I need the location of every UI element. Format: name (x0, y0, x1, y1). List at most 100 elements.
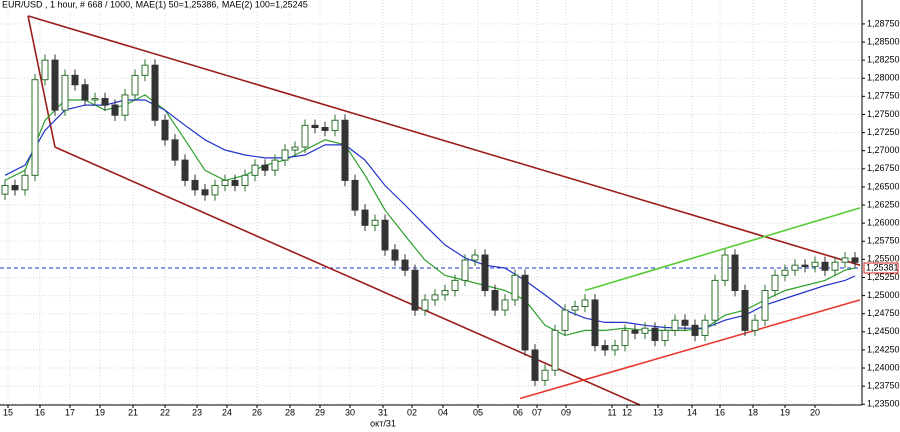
candle-body (161, 119, 169, 141)
candles (1, 54, 859, 387)
legend-entry: MAE(2) 100=1,25245 (222, 0, 308, 9)
candle-body (241, 174, 249, 186)
candle-body (271, 159, 279, 171)
candle-body (311, 124, 319, 129)
candle-body (201, 189, 209, 196)
candle-body (411, 269, 419, 311)
x-tick-label: 23 (192, 407, 202, 417)
candle-body (41, 59, 49, 81)
trendline (54, 146, 641, 406)
x-tick-label: 21 (128, 407, 138, 417)
grid (0, 0, 860, 405)
candle-body (711, 279, 719, 321)
x-tick-label: 12 (622, 407, 632, 417)
x-tick-label: 26 (252, 407, 262, 417)
candle-body (851, 257, 859, 263)
x-tick-label: 15 (3, 407, 13, 417)
candle-body (601, 345, 609, 351)
x-tick-label: 19 (780, 407, 790, 417)
candle-body (731, 254, 739, 292)
candle-body (101, 98, 109, 106)
y-tick-label: 1,28250 (867, 55, 900, 65)
candle-body (521, 274, 529, 351)
candle-body (741, 290, 749, 331)
candle-body (531, 349, 539, 381)
y-tick-label: 1,28000 (867, 73, 900, 83)
x-tick-label: 02 (407, 407, 417, 417)
candle-body (391, 249, 399, 261)
moving-average (4, 99, 856, 329)
candle-body (361, 209, 369, 226)
candle-body (491, 290, 499, 311)
candle-body (541, 369, 549, 381)
last-price-label: 1,25381 (866, 262, 899, 272)
candle-body (231, 179, 239, 186)
y-tick-label: 1,23750 (867, 381, 900, 391)
candle-body (31, 79, 39, 176)
candle-body (221, 179, 229, 186)
candle-body (671, 319, 679, 331)
x-tick-label: 17 (65, 407, 75, 417)
x-tick-label: 09 (561, 407, 571, 417)
y-tick-label: 1,25250 (867, 272, 900, 282)
y-tick-label: 1,27250 (867, 127, 900, 137)
x-tick-label: 07 (532, 407, 542, 417)
y-tick-label: 1,24750 (867, 308, 900, 318)
candle-body (621, 329, 629, 347)
indicator-lines (0, 15, 861, 406)
x-tick-label: 16 (715, 407, 725, 417)
x-tick-label: 29 (315, 407, 325, 417)
y-tick-label: 1,25750 (867, 236, 900, 246)
candle-body (461, 259, 469, 281)
candle-body (641, 327, 649, 334)
candle-body (681, 319, 689, 326)
x-tick-label: 18 (748, 407, 758, 417)
candle-body (691, 324, 699, 336)
candle-body (571, 305, 579, 311)
x-tick-label: 04 (438, 407, 448, 417)
candle-body (381, 219, 389, 251)
x-tick-label: 14 (687, 407, 697, 417)
x-tick-label: 05 (473, 407, 483, 417)
candle-body (701, 319, 709, 336)
candle-body (801, 264, 809, 268)
candle-body (291, 146, 299, 151)
candle-body (321, 127, 329, 131)
candle-body (561, 309, 569, 331)
trendline (519, 299, 861, 400)
candle-body (191, 179, 199, 191)
candle-body (831, 261, 839, 271)
y-tick-label: 1,26250 (867, 199, 900, 209)
y-tick-label: 1,26500 (867, 181, 900, 191)
candle-body (551, 329, 559, 371)
candle-body (51, 59, 59, 111)
x-tick-label: 19 (95, 407, 105, 417)
candle-body (751, 319, 759, 331)
candle-body (121, 94, 129, 116)
header: EUR/USD , 1 hour, # 668 / 1000, MAE(1) 5… (0, 0, 308, 10)
candle-body (471, 254, 479, 261)
x-sublabel: окт/31 (370, 418, 396, 428)
y-tick-label: 1,24500 (867, 326, 900, 336)
candle-body (251, 164, 259, 176)
candle-body (61, 74, 69, 111)
axes: 1,23500 1,23750 1,24000 1,24250 1,24500 1,247… (3, 18, 900, 428)
x-tick-label: 13 (653, 407, 663, 417)
candle-body (481, 254, 489, 292)
moving-average (4, 94, 856, 337)
candle-body (111, 104, 119, 116)
candle-body (141, 64, 149, 76)
candle-body (211, 184, 219, 196)
candle-body (421, 299, 429, 311)
candle-body (611, 345, 619, 351)
candle-body (351, 179, 359, 211)
y-tick-label: 1,25000 (867, 290, 900, 300)
candle-body (721, 254, 729, 281)
candle-body (631, 329, 639, 334)
x-tick-label: 11 (607, 407, 616, 417)
candle-body (651, 327, 659, 342)
candle-body (331, 119, 339, 131)
candle-body (451, 279, 459, 292)
candle-body (501, 299, 509, 311)
